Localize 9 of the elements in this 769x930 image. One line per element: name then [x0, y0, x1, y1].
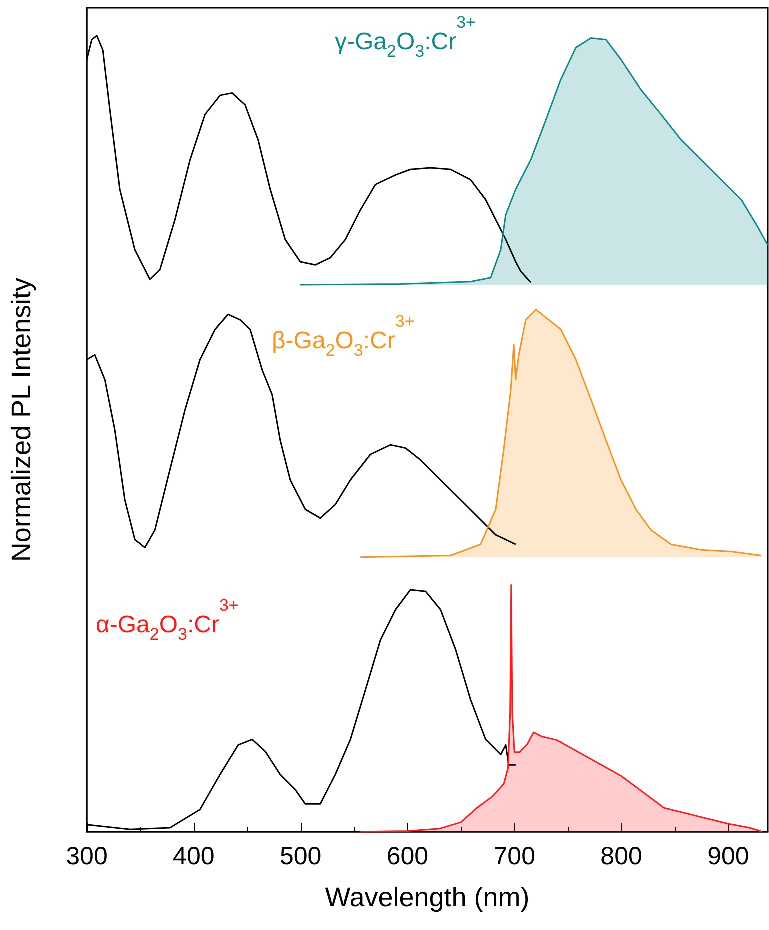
x-tick-label: 700: [494, 842, 536, 870]
y-axis-title: Normalized PL Intensity: [6, 277, 36, 562]
x-tick-label: 500: [280, 842, 322, 870]
x-tick-label: 800: [600, 842, 642, 870]
x-tick-label: 400: [173, 842, 215, 870]
x-tick-label: 600: [386, 842, 429, 870]
x-axis-title: Wavelength (nm): [325, 882, 530, 912]
x-tick-label: 300: [66, 842, 108, 870]
x-tick-label: 900: [708, 842, 750, 870]
